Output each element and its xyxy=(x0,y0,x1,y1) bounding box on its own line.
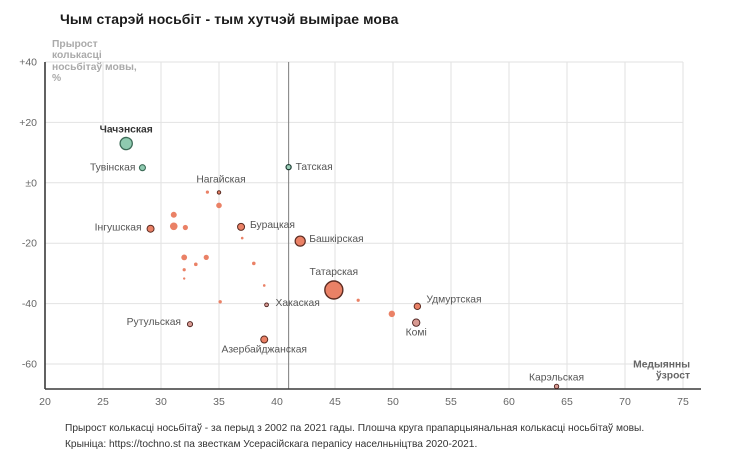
svg-text:колькасці: колькасці xyxy=(52,50,102,61)
svg-text:+40: +40 xyxy=(19,57,37,69)
svg-text:Карэльская: Карэльская xyxy=(529,372,584,383)
svg-text:±0: ±0 xyxy=(25,177,37,189)
svg-text:Татская: Татская xyxy=(296,162,333,173)
svg-text:70: 70 xyxy=(619,396,631,408)
svg-text:50: 50 xyxy=(387,396,399,408)
svg-text:30: 30 xyxy=(155,396,167,408)
svg-text:Нагайская: Нагайская xyxy=(196,174,245,185)
svg-text:65: 65 xyxy=(561,396,573,408)
svg-text:45: 45 xyxy=(329,396,341,408)
svg-text:+20: +20 xyxy=(19,117,37,129)
svg-text:Татарская: Татарская xyxy=(310,267,359,278)
svg-text:-60: -60 xyxy=(22,359,37,371)
svg-text:20: 20 xyxy=(39,396,51,408)
svg-text:Інгушская: Інгушская xyxy=(95,223,142,234)
svg-text:Удмуртская: Удмуртская xyxy=(426,294,481,305)
svg-text:-20: -20 xyxy=(22,238,37,250)
svg-text:35: 35 xyxy=(213,396,225,408)
svg-text:Комі: Комі xyxy=(406,328,427,339)
svg-text:Башкірская: Башкірская xyxy=(309,234,363,245)
svg-text:40: 40 xyxy=(271,396,283,408)
svg-text:60: 60 xyxy=(503,396,515,408)
svg-text:25: 25 xyxy=(97,396,109,408)
svg-text:Тувінская: Тувінская xyxy=(90,163,136,174)
svg-text:Медыянны: Медыянны xyxy=(633,360,690,371)
svg-text:75: 75 xyxy=(677,396,689,408)
svg-text:Бурацкая: Бурацкая xyxy=(250,220,295,231)
svg-text:Хакаская: Хакаская xyxy=(276,298,320,309)
svg-text:55: 55 xyxy=(445,396,457,408)
svg-text:Азербайджанская: Азербайджанская xyxy=(221,344,307,356)
svg-text:Прырост: Прырост xyxy=(52,39,98,50)
svg-text:Чачэнская: Чачэнская xyxy=(100,125,153,136)
svg-text:Рутульская: Рутульская xyxy=(127,317,181,328)
svg-text:носьбітаў мовы,: носьбітаў мовы, xyxy=(52,61,137,73)
svg-text:-40: -40 xyxy=(22,298,37,310)
svg-text:%: % xyxy=(52,73,61,84)
svg-text:ўзрост: ўзрост xyxy=(656,370,690,382)
